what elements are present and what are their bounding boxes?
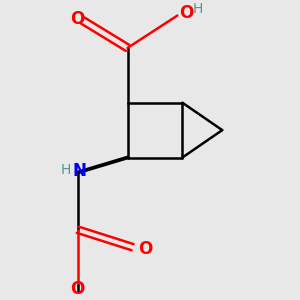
Text: O: O <box>70 10 85 28</box>
Text: H: H <box>61 164 71 178</box>
Text: N: N <box>72 162 86 180</box>
Text: O: O <box>138 240 152 258</box>
Text: O: O <box>179 4 194 22</box>
Text: O: O <box>70 280 85 298</box>
Text: H: H <box>193 2 203 16</box>
